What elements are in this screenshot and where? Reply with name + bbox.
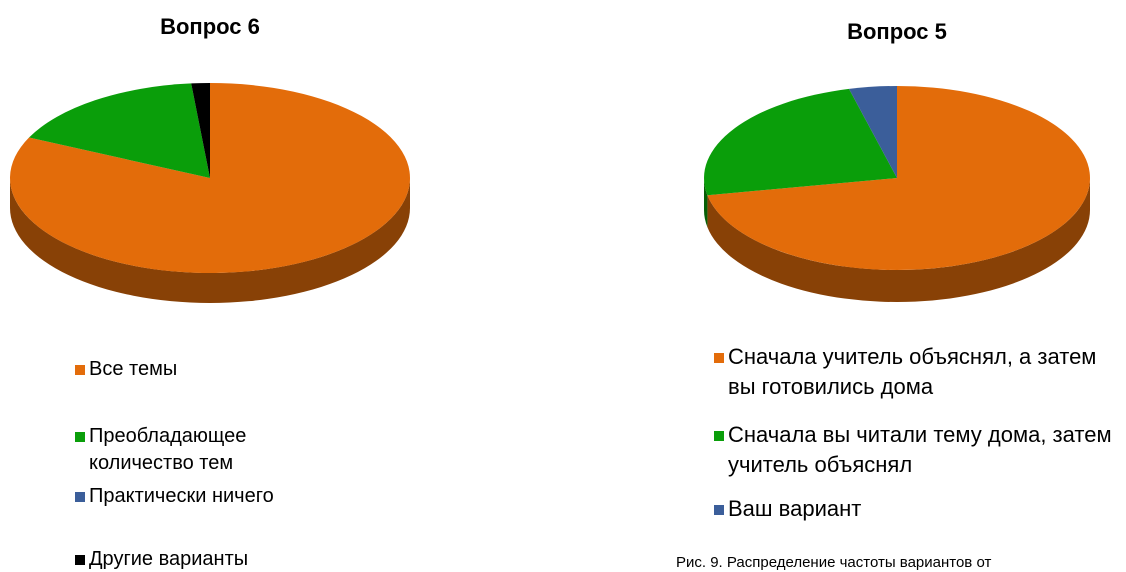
legend-swatch — [714, 431, 724, 441]
pie-slice — [849, 86, 897, 178]
legend-label: Ваш вариант — [728, 496, 861, 521]
pie-slice — [704, 88, 897, 196]
chart-title: Вопрос 5 — [847, 19, 947, 44]
legend-swatch — [75, 555, 85, 565]
pie-side — [707, 178, 1090, 302]
legend-label: Сначала вы читали тему дома, затем учител… — [728, 422, 1112, 477]
legend-swatch — [714, 505, 724, 515]
pie-slice — [191, 83, 210, 178]
legend-swatch — [75, 432, 85, 442]
legend-swatch — [714, 353, 724, 363]
caption: Рис. 9. Распределение частоты вариантов … — [676, 554, 991, 571]
legend-label: Практически ничего — [89, 485, 274, 507]
pie-side — [10, 178, 410, 303]
legend-label: Все темы — [89, 358, 177, 380]
legend-swatch — [75, 492, 85, 502]
pie-side — [704, 178, 708, 228]
pie-slice — [29, 83, 210, 178]
legend-label: Другие варианты — [89, 548, 248, 570]
legend-swatch — [75, 365, 85, 375]
legend-label: Преобладающее количество тем — [89, 425, 246, 474]
legend-label: Сначала учитель объяснял, а затем вы гото… — [728, 344, 1096, 399]
chart-title: Вопрос 6 — [160, 14, 260, 39]
pie-slice — [707, 86, 1090, 271]
